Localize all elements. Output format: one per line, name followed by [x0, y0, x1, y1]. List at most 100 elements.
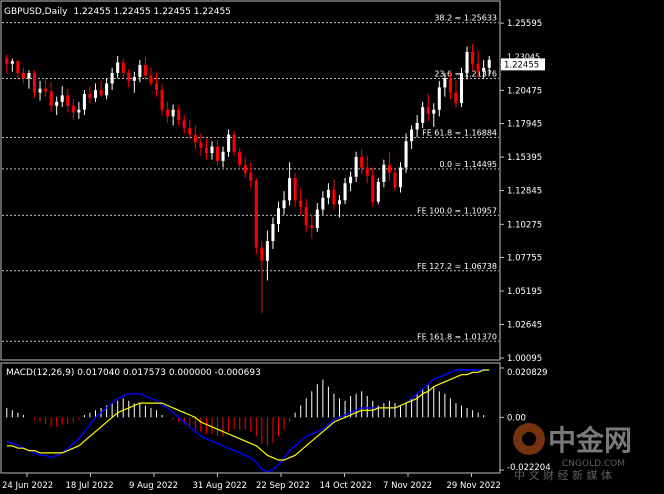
price-high-label: 1.23045	[507, 53, 540, 62]
candle-body	[288, 178, 292, 201]
candle-body	[448, 78, 452, 93]
candle-body	[249, 172, 253, 181]
candle-body	[193, 134, 197, 143]
time-axis-label: 14 Oct 2022	[320, 481, 373, 491]
candle-body	[32, 72, 37, 93]
macd-axis-label: 0.00	[507, 413, 526, 423]
candle-body	[238, 151, 242, 165]
macd-signal-line	[6, 369, 490, 461]
candle-body	[121, 62, 125, 73]
candle-body	[221, 151, 225, 161]
candle-body	[360, 157, 364, 168]
candle-body	[77, 109, 81, 113]
candle-body	[315, 209, 319, 228]
candle-body	[227, 134, 231, 152]
candle-body	[276, 208, 281, 224]
time-axis-label: 31 Aug 2022	[193, 481, 247, 491]
price-axis-label: 1.20475	[507, 86, 542, 96]
macd-label: MACD(12,26,9) 0.017040 0.017573 0.000000…	[6, 368, 261, 378]
fib-level-label: 23.6 = 1.21376	[434, 70, 497, 79]
macd-main-line	[6, 369, 490, 473]
price-axis-label: 1.12845	[507, 187, 542, 197]
candle-body	[166, 109, 170, 117]
time-axis-label: 22 Sep 2022	[256, 481, 310, 491]
candle-body	[55, 101, 59, 106]
candle-body	[110, 72, 114, 84]
candle-body	[354, 157, 358, 177]
time-axis-label: 7 Nov 2022	[383, 481, 432, 491]
candle-body	[154, 83, 159, 91]
macd-axis-label: -0.022204	[507, 463, 551, 473]
candle-body	[376, 181, 380, 202]
candle-body	[310, 225, 314, 228]
candle-body	[5, 58, 9, 64]
fib-level-label: FE 100.0 = 1.10957	[417, 206, 497, 215]
fib-level-label: FE 61.8 = 1.16884	[422, 129, 497, 138]
candle-body	[404, 141, 408, 168]
candle-body	[254, 180, 258, 248]
candle-body	[149, 75, 153, 84]
candle-body	[454, 92, 458, 104]
price-axis-label: 1.10275	[507, 220, 542, 230]
candle-body	[443, 78, 447, 88]
candle-body	[132, 76, 136, 81]
candle-body	[49, 91, 53, 106]
candle-body	[326, 189, 330, 198]
symbol-name: GBPUSD,Daily	[4, 7, 68, 17]
time-axis-label: 9 Aug 2022	[129, 481, 178, 491]
candle-body	[482, 67, 486, 72]
price-axis-label: 1.15395	[507, 153, 542, 163]
candle-body	[365, 167, 369, 176]
candle-body	[188, 128, 192, 135]
candle-body	[265, 241, 269, 261]
fibonacci-levels: 38.2 = 1.25633 23.6 = 1.21376 FE 61.8 = 1.…	[2, 14, 499, 342]
candle-body	[260, 247, 264, 261]
candle-body	[299, 200, 303, 207]
watermark-tagline: 中 文 财 经 新 媒 体	[514, 468, 612, 482]
candle-body	[465, 51, 469, 73]
candle-body	[243, 164, 247, 173]
price-axis-label: 1.02645	[507, 321, 542, 331]
candle-body	[215, 146, 220, 161]
candle-body	[393, 172, 397, 188]
candle-body	[182, 120, 186, 129]
candle-body	[71, 105, 75, 113]
candle-body	[471, 51, 475, 64]
watermark-logo-inner	[522, 432, 536, 446]
candle-body	[332, 189, 336, 205]
macd-layer	[6, 369, 490, 473]
time-axis-label: 24 Jun 2022	[2, 481, 53, 491]
candle-body	[204, 147, 208, 154]
candle-body	[321, 197, 325, 210]
candle-body	[138, 65, 142, 77]
candle-body	[304, 206, 308, 226]
candle-body	[171, 109, 175, 117]
watermark-subtext: CNGOLD.COM	[562, 459, 625, 469]
chart-frame	[0, 0, 501, 474]
candle-body	[127, 72, 131, 81]
symbol-label: GBPUSD,Daily 1.22455 1.22455 1.22455 1.22…	[4, 7, 231, 17]
time-axis-label: 18 Jul 2022	[66, 481, 114, 491]
candle-body	[16, 61, 20, 73]
candle-body	[410, 129, 414, 142]
time-axis-label: 29 Nov 2022	[447, 481, 501, 491]
candle-body	[44, 88, 48, 92]
axes-layer: 1.25595 1.22455 1.20475 1.17945 1.15395 1.128…	[2, 19, 551, 491]
candle-body	[343, 183, 347, 201]
candle-body	[421, 107, 425, 123]
ohlc-values: 1.22455 1.22455 1.22455 1.22455	[73, 7, 230, 17]
candle-body	[349, 176, 353, 184]
candle-body	[415, 122, 419, 130]
fib-level-label: FE 161.8 = 1.01370	[417, 332, 497, 341]
candle-body	[459, 72, 464, 104]
candle-body	[387, 164, 391, 173]
candle-body	[27, 72, 31, 79]
watermark-title: 中金网	[548, 424, 632, 457]
candle-body	[210, 146, 214, 154]
candle-body	[143, 65, 147, 76]
price-axis-label: 1.25595	[507, 19, 542, 29]
candle-body	[60, 95, 64, 102]
price-axis-label: 1.05195	[507, 287, 542, 297]
fib-level-label: 38.2 = 1.25633	[434, 14, 497, 23]
